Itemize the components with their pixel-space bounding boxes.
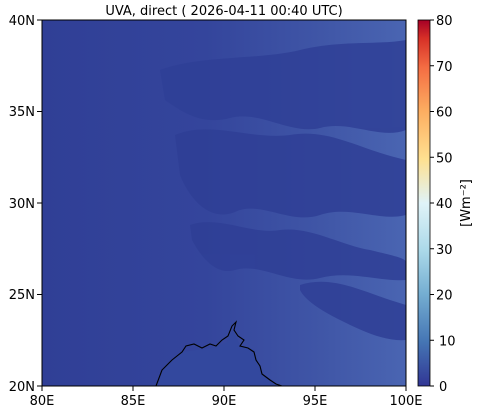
coastline	[155, 320, 283, 386]
colorbar-tick-label: 0	[439, 380, 447, 395]
x-tick-label: 85E	[121, 394, 146, 409]
map-panel	[42, 20, 406, 386]
x-tick-label: 90E	[212, 394, 237, 409]
y-tick-label: 20N	[9, 380, 35, 395]
colorbar-gradient	[417, 19, 431, 387]
colorbar-tick-label: 10	[439, 334, 456, 349]
colorbar-tick-label: 30	[436, 243, 453, 258]
y-tick-label: 40N	[9, 14, 35, 29]
x-axis: 80E 85E 90E 95E 100E	[30, 386, 423, 409]
colorbar-tick-label: 80	[436, 14, 453, 29]
x-tick-label: 100E	[389, 394, 422, 409]
colorbar-tick-label: 40	[436, 197, 453, 212]
y-tick-label: 30N	[9, 197, 35, 212]
colorbar-tick-label: 60	[436, 106, 453, 121]
colorbar-ticks: 80 70 60 50 40 30 20 10 0	[430, 14, 456, 395]
y-axis: 40N 35N 30N 25N 20N	[9, 14, 42, 395]
y-tick-label: 35N	[9, 105, 35, 120]
cloud-cover	[160, 40, 406, 341]
y-tick-label: 25N	[9, 288, 35, 303]
x-tick-label: 80E	[30, 394, 55, 409]
land-region	[158, 330, 280, 386]
colorbar: 80 70 60 50 40 30 20 10 0 [Wm⁻²]	[417, 14, 474, 395]
colorbar-tick-label: 20	[436, 289, 453, 304]
colorbar-tick-label: 70	[436, 60, 453, 75]
figure-title: UVA, direct ( 2026-04-11 00:40 UTC)	[105, 4, 342, 19]
colorbar-tick-label: 50	[436, 151, 453, 166]
colorbar-label: [Wm⁻²]	[459, 179, 474, 227]
x-tick-label: 95E	[303, 394, 328, 409]
